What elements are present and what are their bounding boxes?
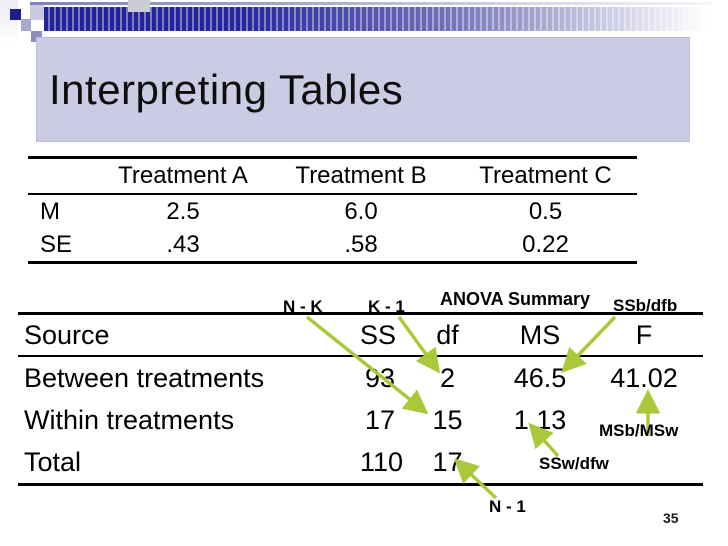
annotation-ssw-dfw: SSw/dfw: [539, 454, 609, 473]
table-cell: 93: [364, 362, 395, 393]
deco-square-gray: [128, 0, 150, 12]
table-row: M 2.5 6.0 0.5: [28, 195, 637, 228]
table-cell: .58: [344, 230, 378, 258]
annotation-k-minus-1: K - 1: [368, 297, 405, 316]
deco-thin-line: [30, 2, 712, 5]
table-cell: 15: [432, 404, 463, 435]
table-row: Total 110 17: [18, 441, 703, 483]
table-cell: 110: [360, 446, 404, 477]
table-cell: 0.22: [522, 230, 569, 258]
deco-left-strip: [0, 0, 18, 44]
anova-header-f: F: [635, 319, 653, 350]
table-cell: 2.5: [166, 197, 200, 225]
table-cell: Between treatments: [24, 362, 265, 393]
annotation-ssb-dfb: SSb/dfb: [613, 296, 678, 315]
anova-header-ms: MS: [519, 319, 561, 350]
page-number: 35: [663, 510, 679, 526]
table-cell: 46.5: [513, 362, 567, 393]
anova-header-df: df: [436, 319, 459, 350]
table-cell: 1.13: [513, 404, 567, 435]
table-row: Within treatments 17 15 1.13: [18, 399, 703, 441]
table-cell: 17: [432, 446, 463, 477]
table-cell: 17: [364, 404, 395, 435]
table-row: Between treatments 93 2 46.5 41.02: [18, 357, 703, 399]
table-cell: Within treatments: [24, 404, 235, 435]
title-box: Interpreting Tables: [36, 37, 690, 142]
table-cell: .43: [166, 230, 200, 258]
anova-header-row: Source SS df MS F: [18, 315, 703, 357]
table-cell: 0.5: [528, 197, 563, 225]
table-cell: 2: [439, 362, 456, 393]
row-label-m: M: [40, 197, 60, 225]
treatment-header-b: Treatment B: [295, 162, 427, 189]
deco-square-navy: [10, 9, 21, 20]
anova-summary-label: ANOVA Summary: [440, 289, 591, 309]
deco-square-dark: [31, 31, 42, 42]
page-title: Interpreting Tables: [49, 65, 404, 113]
treatment-header-a: Treatment A: [118, 162, 248, 189]
table-cell: 41.02: [610, 362, 678, 393]
annotation-n-minus-k: N - K: [283, 297, 323, 316]
annotation-msb-msw: MSb/MSw: [599, 421, 679, 440]
deco-gradient-bar: [44, 7, 728, 31]
treatment-header-c: Treatment C: [479, 162, 612, 189]
treatment-table: Treatment A Treatment B Treatment C M 2.…: [28, 156, 637, 264]
anova-header-ss: SS: [360, 319, 397, 350]
treatment-table-header-row: Treatment A Treatment B Treatment C: [28, 159, 637, 195]
table-cell: Total: [24, 446, 82, 477]
annotation-n-minus-1: N - 1: [489, 497, 526, 516]
deco-square-light: [30, 5, 44, 20]
table-cell: 6.0: [344, 197, 378, 225]
row-label-se: SE: [40, 230, 73, 258]
table-row: SE .43 .58 0.22: [28, 228, 637, 261]
anova-header-source: Source: [24, 319, 110, 350]
deco-square-medium: [21, 19, 31, 31]
